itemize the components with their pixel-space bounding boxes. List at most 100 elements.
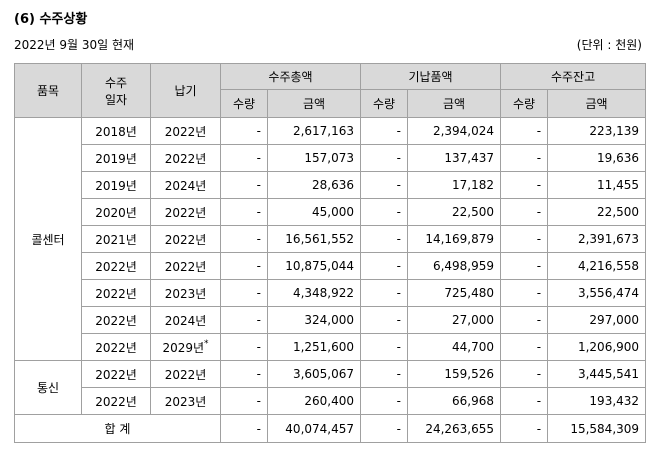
backlog-amount-cell: 11,455: [547, 171, 647, 199]
order-date-cell: 2022년: [81, 387, 151, 415]
table-body: 콜센터 2018년 2022년 -2,617,163-2,394,024-223,13…: [14, 117, 647, 443]
due-cell: 2022년: [150, 252, 221, 280]
total-amount-cell: 16,561,552: [266, 225, 362, 253]
backlog-amount-cell: 1,206,900: [547, 333, 647, 361]
total-qty-cell: -: [220, 279, 268, 307]
due-cell: 2029년*: [150, 333, 221, 361]
delivered-amount-cell: 17,182: [407, 171, 502, 199]
backlog-amount-cell: 193,432: [547, 387, 647, 415]
delivered-qty-cell: -: [360, 333, 409, 361]
delivered-qty-cell: -: [360, 252, 409, 280]
total-qty-cell: -: [220, 117, 268, 145]
due-cell: 2024년: [150, 306, 221, 334]
table-row: 2022년 2023년 -260,400-66,968-193,432: [15, 387, 647, 415]
backlog-qty-cell: -: [500, 333, 549, 361]
header-total-group: 수주총액: [219, 63, 362, 90]
delivered-amount-cell: 137,437: [407, 144, 502, 172]
header-due: 납기: [150, 63, 221, 118]
due-cell: 2022년: [150, 225, 221, 253]
delivered-qty-cell: -: [360, 387, 409, 415]
due-year: 2029년: [162, 340, 205, 355]
header-amount: 금액: [266, 89, 362, 118]
total-qty-cell: -: [220, 360, 268, 388]
total-qty-cell: -: [220, 306, 268, 334]
due-cell: 2022년: [150, 198, 221, 226]
backlog-qty-cell: -: [500, 198, 549, 226]
table-row: 2020년 2022년 -45,000-22,500-22,500: [15, 198, 647, 226]
backlog-qty-cell: -: [500, 414, 549, 443]
order-date-cell: 2022년: [81, 252, 151, 280]
header-backlog-group: 수주잔고: [500, 63, 647, 90]
due-cell: 2024년: [150, 171, 221, 199]
header-qty: 수량: [220, 89, 268, 118]
delivered-amount-cell: 725,480: [407, 279, 502, 307]
due-cell: 2023년: [150, 387, 221, 415]
backlog-qty-cell: -: [500, 252, 549, 280]
header-order-date-line2: 일자: [104, 92, 128, 107]
order-status-table: 품목 수주 일자 납기 수주총액 기납품액 수주잔고 수량 금액 수량 금액 수량…: [14, 63, 647, 443]
order-date-cell: 2019년: [81, 144, 151, 172]
delivered-qty-cell: -: [360, 225, 409, 253]
as-of-date: 2022년 9월 30일 현재: [14, 38, 135, 52]
order-date-cell: 2022년: [81, 333, 151, 361]
total-amount-cell: 1,251,600: [266, 333, 362, 361]
due-cell: 2023년: [150, 279, 221, 307]
backlog-qty-cell: -: [500, 144, 549, 172]
delivered-amount-cell: 159,526: [407, 360, 502, 388]
backlog-qty-cell: -: [500, 171, 549, 199]
backlog-amount-cell: 19,636: [547, 144, 647, 172]
order-date-cell: 2018년: [81, 117, 151, 145]
table-row: 2019년 2022년 -157,073-137,437-19,636: [15, 144, 647, 172]
order-date-cell: 2022년: [81, 279, 151, 307]
delivered-amount-cell: 27,000: [407, 306, 502, 334]
backlog-amount-cell: 4,216,558: [547, 252, 647, 280]
header-qty: 수량: [360, 89, 409, 118]
total-qty-cell: -: [220, 225, 268, 253]
header-order-date: 수주 일자: [81, 63, 151, 118]
delivered-amount-cell: 14,169,879: [407, 225, 502, 253]
total-qty-cell: -: [220, 414, 268, 443]
order-date-cell: 2020년: [81, 198, 151, 226]
total-amount-cell: 157,073: [266, 144, 362, 172]
backlog-amount-cell: 3,556,474: [547, 279, 647, 307]
due-cell: 2022년: [150, 144, 221, 172]
delivered-qty-cell: -: [360, 306, 409, 334]
delivered-qty-cell: -: [360, 279, 409, 307]
table-row: 통신 2022년 2022년 -3,605,067-159,526-3,445,541: [14, 360, 647, 415]
total-qty-cell: -: [220, 252, 268, 280]
delivered-qty-cell: -: [360, 117, 409, 145]
order-date-cell: 2022년: [81, 360, 151, 388]
total-qty-cell: -: [220, 144, 268, 172]
backlog-amount-cell: 3,445,541: [547, 360, 647, 388]
backlog-qty-cell: -: [500, 360, 549, 388]
total-qty-cell: -: [220, 333, 268, 361]
total-amount-cell: 260,400: [266, 387, 362, 415]
total-amount-cell: 28,636: [266, 171, 362, 199]
delivered-qty-cell: -: [360, 144, 409, 172]
total-amount-cell: 10,875,044: [266, 252, 362, 280]
table-row: 2019년 2024년 -28,636-17,182-11,455: [15, 171, 647, 199]
order-date-cell: 2022년: [81, 306, 151, 334]
backlog-amount-cell: 2,391,673: [547, 225, 647, 253]
backlog-amount-cell: 15,584,309: [547, 414, 647, 443]
header-amount: 금액: [547, 89, 647, 118]
delivered-amount-cell: 24,263,655: [407, 414, 502, 443]
table-row: 2022년 2022년 -10,875,044-6,498,959-4,216,55…: [15, 252, 647, 280]
due-cell: 2022년: [150, 360, 221, 388]
total-amount-cell: 324,000: [266, 306, 362, 334]
backlog-qty-cell: -: [500, 306, 549, 334]
table-row: 2021년 2022년 -16,561,552-14,169,879-2,391,6…: [15, 225, 647, 253]
delivered-amount-cell: 66,968: [407, 387, 502, 415]
total-qty-cell: -: [220, 171, 268, 199]
delivered-qty-cell: -: [360, 171, 409, 199]
backlog-qty-cell: -: [500, 387, 549, 415]
total-row: 합 계 -40,074,457-24,263,655-15,584,309: [14, 414, 647, 443]
due-cell: 2022년: [150, 117, 221, 145]
header-amount: 금액: [407, 89, 502, 118]
item-group-cell: 콜센터: [14, 117, 82, 361]
backlog-amount-cell: 22,500: [547, 198, 647, 226]
total-amount-cell: 45,000: [266, 198, 362, 226]
header-delivered-group: 기납품액: [360, 63, 502, 90]
section-title: (6) 수주상황: [14, 12, 88, 27]
order-date-cell: 2021년: [81, 225, 151, 253]
